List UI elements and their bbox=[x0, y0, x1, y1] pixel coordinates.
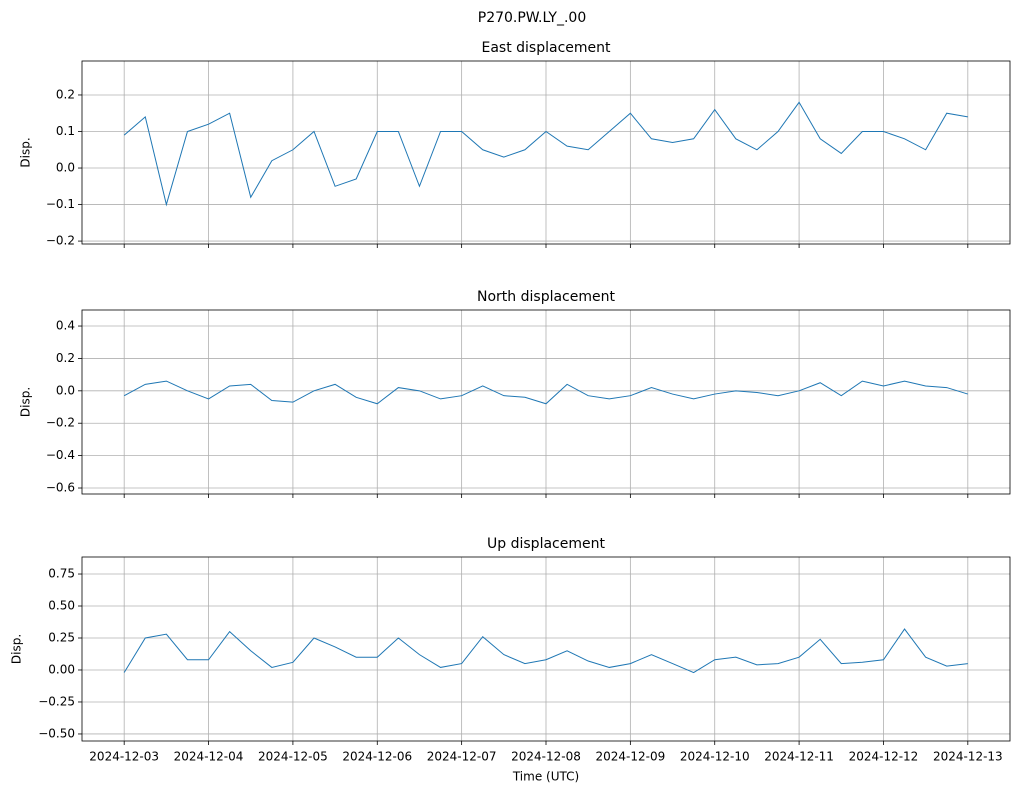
y-tick-label: 0.1 bbox=[56, 124, 75, 138]
axes-title: East displacement bbox=[481, 40, 611, 56]
y-axis-label: Disp. bbox=[10, 634, 24, 664]
x-tick-label: 2024-12-06 bbox=[342, 750, 412, 764]
x-tick-label: 2024-12-13 bbox=[933, 750, 1003, 764]
y-tick-label: −0.6 bbox=[46, 481, 75, 495]
y-tick-label: 0.50 bbox=[48, 599, 75, 613]
x-tick-label: 2024-12-11 bbox=[764, 750, 834, 764]
y-tick-label: −0.50 bbox=[38, 726, 75, 740]
x-tick-label: 2024-12-10 bbox=[680, 750, 750, 764]
y-tick-label: 0.4 bbox=[56, 319, 75, 333]
x-tick-label: 2024-12-08 bbox=[511, 750, 581, 764]
x-tick-label: 2024-12-12 bbox=[849, 750, 919, 764]
axes-frame bbox=[81, 60, 1011, 245]
y-tick-label: 0.00 bbox=[48, 662, 75, 676]
x-tick-label: 2024-12-04 bbox=[174, 750, 244, 764]
y-tick-label: 0.25 bbox=[48, 630, 75, 644]
y-tick-label: 0.0 bbox=[56, 383, 75, 397]
x-tick-label: 2024-12-05 bbox=[258, 750, 328, 764]
data-line bbox=[123, 628, 968, 674]
axes-title: Up displacement bbox=[487, 536, 605, 552]
y-tick-label: 0.2 bbox=[56, 87, 75, 101]
axes-title: North displacement bbox=[477, 289, 615, 305]
y-tick-label: −0.2 bbox=[46, 234, 75, 248]
y-tick-label: −0.4 bbox=[46, 448, 75, 462]
y-tick-label: −0.2 bbox=[46, 416, 75, 430]
data-line bbox=[123, 101, 968, 207]
data-line bbox=[123, 380, 968, 405]
axes-frame bbox=[81, 556, 1011, 742]
figure-title: P270.PW.LY_.00 bbox=[478, 10, 587, 26]
y-tick-label: 0.0 bbox=[56, 161, 75, 175]
axes-frame bbox=[81, 309, 1011, 495]
y-axis-label: Disp. bbox=[19, 137, 33, 167]
y-tick-label: 0.75 bbox=[48, 567, 75, 581]
y-tick-label: −0.25 bbox=[38, 694, 75, 708]
x-tick-label: 2024-12-07 bbox=[427, 750, 497, 764]
y-axis-label: Disp. bbox=[19, 387, 33, 417]
x-tick-label: 2024-12-09 bbox=[595, 750, 665, 764]
x-tick-label: 2024-12-03 bbox=[89, 750, 159, 764]
x-axis-label: Time (UTC) bbox=[512, 770, 579, 784]
y-tick-label: 0.2 bbox=[56, 351, 75, 365]
y-tick-label: −0.1 bbox=[46, 197, 75, 211]
